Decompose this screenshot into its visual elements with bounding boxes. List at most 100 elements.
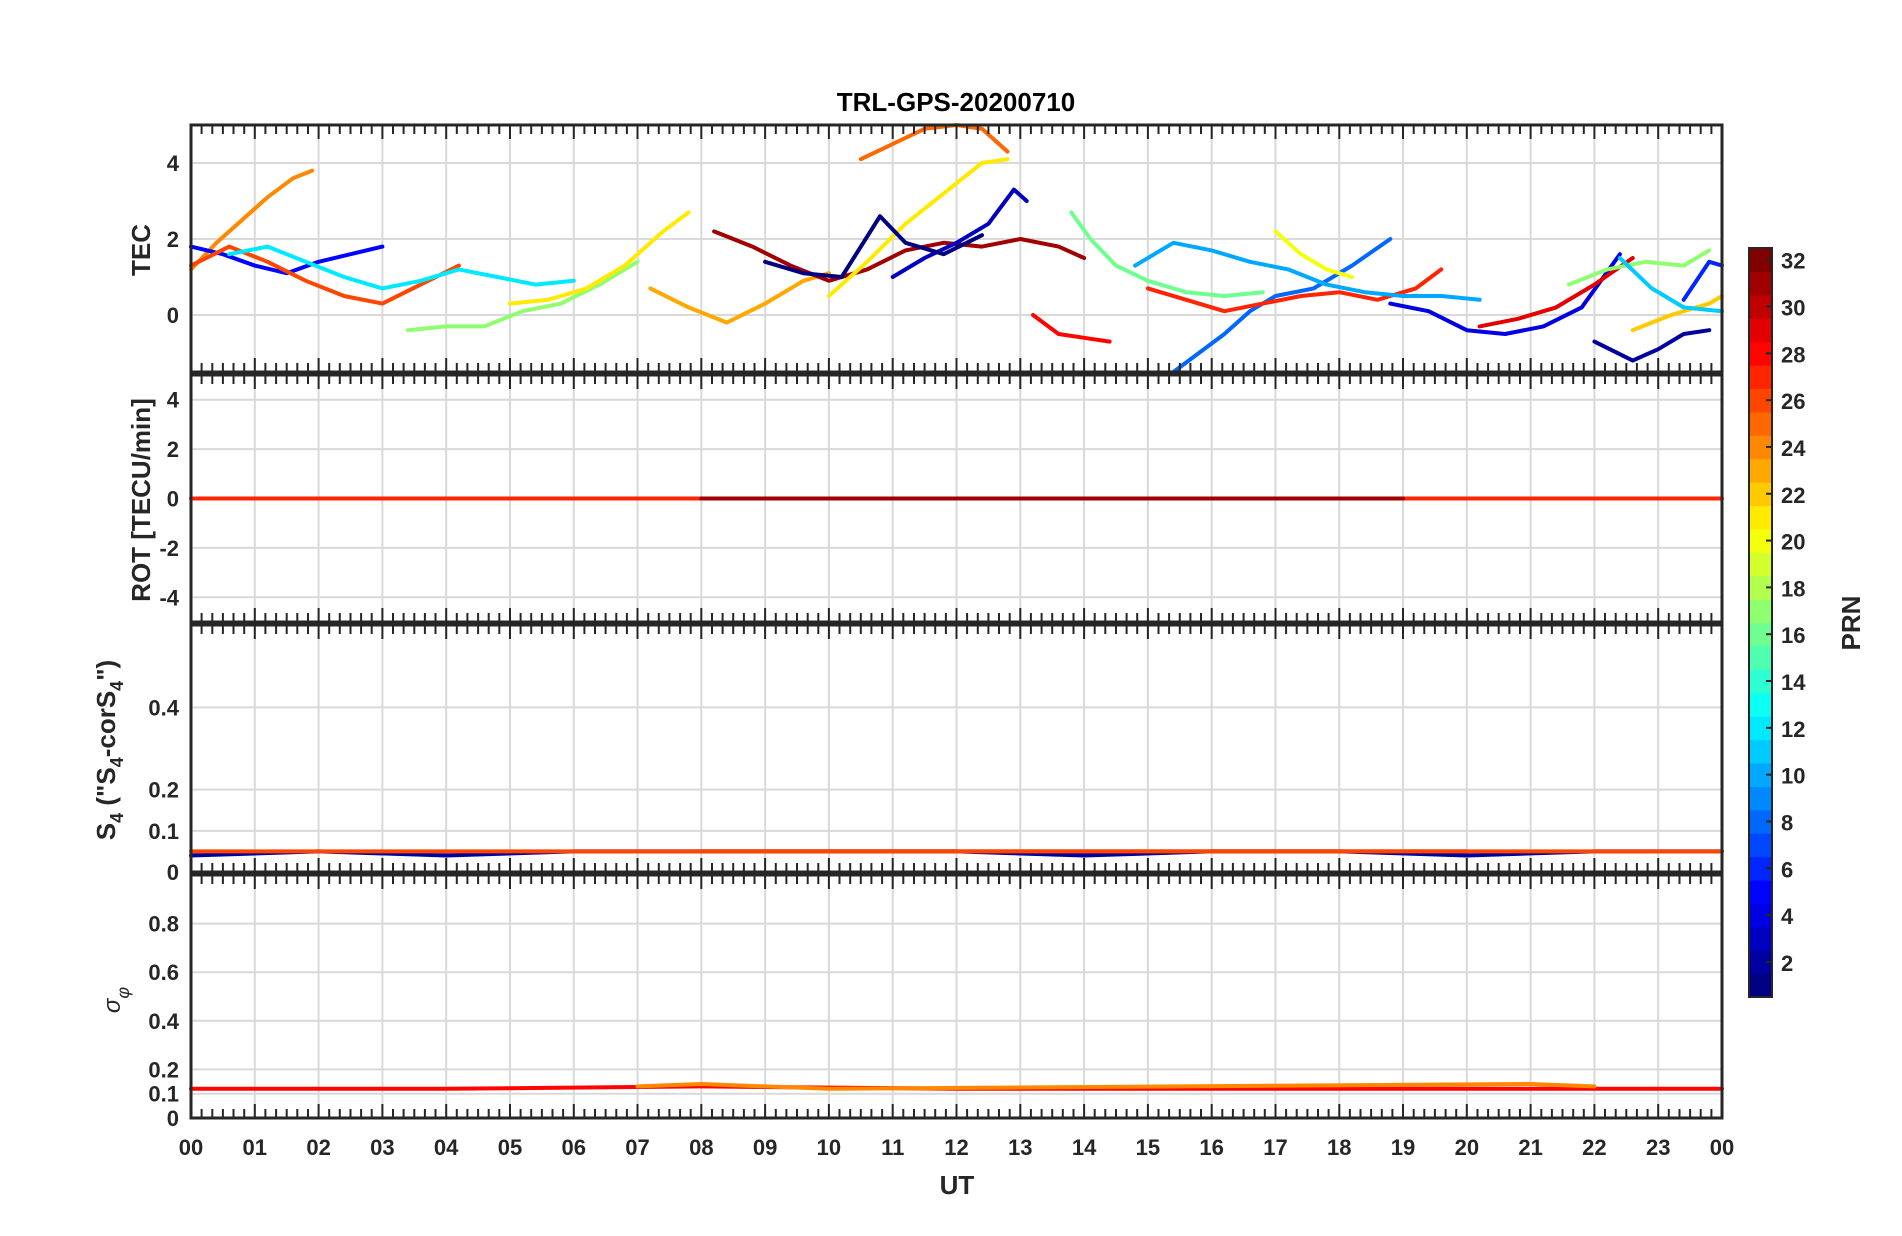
colorbar-segment [1749, 575, 1772, 600]
sigma-phi-x-ticks [190, 875, 1723, 1118]
colorbar-segment [1749, 388, 1772, 413]
sigma-phi-ytick-label: 0.2 [148, 1057, 179, 1082]
x-tick-label: 21 [1518, 1135, 1542, 1160]
x-tick-label: 18 [1327, 1135, 1351, 1160]
chart-title: TRL-GPS-20200710 [837, 87, 1075, 117]
colorbar-segment [1749, 973, 1772, 998]
tec-series-prn-17 [405, 259, 640, 333]
colorbar-segment [1749, 505, 1772, 530]
colorbar-tick-label: 30 [1781, 296, 1805, 321]
tec-series-prn-1 [763, 214, 984, 279]
colorbar-segment [1749, 903, 1772, 928]
colorbar-segment [1749, 294, 1772, 319]
colorbar-segment [1749, 318, 1772, 343]
tec-series-prn-11 [1617, 256, 1724, 314]
colorbar-segment [1749, 833, 1772, 858]
colorbar-tick-label: 28 [1781, 342, 1805, 367]
tec-series-prn-20 [1273, 229, 1354, 279]
colorbar-tick-label: 8 [1781, 810, 1793, 835]
rot-x-ticks [190, 375, 1723, 622]
colorbar-segment [1749, 856, 1772, 881]
tec-series-prn-21 [508, 210, 691, 306]
rot-ytick-label: 4 [167, 388, 180, 413]
tec-ylabel: TEC [126, 224, 156, 276]
panel-sigma-phi: 00.10.2 0.4 0.6 0.8 [148, 873, 1724, 1131]
tec-series-prn-17 [1566, 248, 1712, 287]
colorbar-segment [1749, 762, 1772, 787]
rot-ytick-label: -4 [159, 585, 179, 610]
x-tick-label: 15 [1136, 1135, 1160, 1160]
tec-series-prn-4 [1388, 252, 1622, 336]
colorbar-segment [1749, 950, 1772, 975]
s4-x-ticks [190, 625, 1723, 872]
tec-series-prn-12 [227, 244, 576, 291]
tec-series-prn-28 [1031, 313, 1112, 344]
tec-series-prn-26 [189, 244, 461, 306]
svg-text:S4 ("S4-corS4"): S4 ("S4-corS4") [91, 660, 127, 840]
colorbar-segment [1749, 622, 1772, 647]
panel-rot: -4 -2 0 2 4 [159, 373, 1724, 624]
colorbar-segment [1749, 271, 1772, 296]
x-tick-label: 16 [1199, 1135, 1223, 1160]
colorbar-tick-label: 24 [1781, 436, 1806, 461]
x-tick-label: 06 [562, 1135, 586, 1160]
colorbar-segment [1749, 482, 1772, 507]
s4-ytick-label: 0.4 [148, 695, 179, 720]
x-tick-label: 14 [1072, 1135, 1097, 1160]
colorbar-segment [1749, 645, 1772, 670]
tec-series-prn-10 [1133, 240, 1482, 302]
colorbar-segment [1749, 692, 1772, 717]
x-tick-label: 00 [1710, 1135, 1734, 1160]
colorbar-tick-label: 14 [1781, 670, 1806, 695]
rot-ytick-label: 0 [167, 487, 179, 512]
sigma-phi-ytick-label: 0.6 [148, 960, 179, 985]
x-tick-label: 01 [243, 1135, 267, 1160]
colorbar-tick-label: 16 [1781, 623, 1805, 648]
sigma-phi-ytick-label: 0.8 [148, 912, 179, 937]
tec-series-prn-24 [189, 168, 315, 272]
x-tick-label: 02 [306, 1135, 330, 1160]
colorbar-tick-label: 18 [1781, 576, 1805, 601]
tec-series-prn-31 [712, 229, 1087, 283]
colorbar-segment [1749, 879, 1772, 904]
colorbar-tick-label: 22 [1781, 483, 1805, 508]
colorbar-segment [1749, 599, 1772, 624]
rot-ylabel: ROT [TECU/min] [126, 398, 156, 602]
colorbar-segment [1749, 458, 1772, 483]
colorbar-segment [1749, 435, 1772, 460]
x-tick-label: 00 [179, 1135, 203, 1160]
colorbar-frame [1748, 247, 1773, 998]
sigma-phi-series-prn-24 [635, 1082, 1597, 1091]
colorbar-tick-label: 2 [1781, 951, 1793, 976]
panel-tec: 0 2 4 [167, 123, 1724, 374]
x-tick-label: 09 [753, 1135, 777, 1160]
colorbar-segment [1749, 248, 1772, 273]
colorbar-label: PRN [1836, 596, 1866, 651]
colorbar-segment [1749, 926, 1772, 951]
colorbar-segment [1749, 786, 1772, 811]
colorbar-segment [1749, 528, 1772, 553]
x-axis-label: UT [940, 1170, 975, 1200]
colorbar-tick-label: 6 [1781, 857, 1793, 882]
tec-series-prn-23 [648, 271, 831, 325]
x-tick-label: 03 [370, 1135, 394, 1160]
tec-series-prn-16 [1069, 210, 1265, 298]
x-tick-label: 17 [1263, 1135, 1287, 1160]
x-tick-label: 22 [1582, 1135, 1606, 1160]
x-tick-label: 10 [817, 1135, 841, 1160]
x-tick-label: 11 [881, 1135, 904, 1160]
x-tick-label: 04 [434, 1135, 459, 1160]
tec-series-prn-27 [1145, 267, 1444, 314]
colorbar-tick-label: 20 [1781, 530, 1805, 555]
sigma-phi-ytick-label: 0.1 [148, 1082, 179, 1107]
colorbar-tick-label: 4 [1781, 904, 1794, 929]
colorbar-segment [1749, 552, 1772, 577]
colorbar-segment [1749, 716, 1772, 741]
colorbar-tick-label: 32 [1781, 249, 1805, 274]
tec-ytick-label: 2 [167, 227, 179, 252]
tec-series-prn-3 [890, 187, 1029, 279]
tec-series-prn-21 [826, 157, 1010, 298]
colorbar-tick-label: 26 [1781, 389, 1805, 414]
colorbar-segment [1749, 739, 1772, 764]
